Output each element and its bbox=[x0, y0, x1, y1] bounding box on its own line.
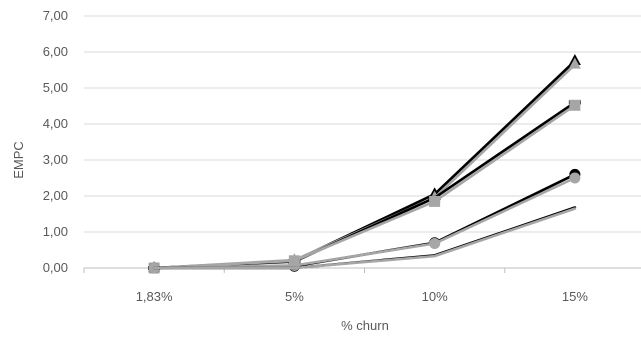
gridlines bbox=[84, 15, 641, 233]
series-7 bbox=[152, 206, 577, 270]
x-tick-label: 1,83% bbox=[136, 289, 173, 304]
series-6 bbox=[152, 176, 577, 270]
y-tick-label: 0,00 bbox=[43, 260, 68, 275]
series-line bbox=[152, 59, 577, 270]
y-tick-label: 1,00 bbox=[43, 224, 68, 239]
y-tick-label: 6,00 bbox=[43, 44, 68, 59]
y-tick-label: 7,00 bbox=[43, 8, 68, 23]
series-line bbox=[152, 103, 577, 270]
series-4 bbox=[152, 103, 577, 270]
tick-labels: 0,00 1,00 2,00 3,00 4,00 5,00 6,00 7,00 1,83% 5% 1… bbox=[43, 8, 589, 304]
y-tick-label: 2,00 bbox=[43, 188, 68, 203]
y-tick-label: 4,00 bbox=[43, 116, 68, 131]
data-point bbox=[429, 238, 441, 250]
x-tick-label: 10% bbox=[422, 289, 448, 304]
series-layer bbox=[148, 54, 581, 274]
series-line bbox=[152, 207, 577, 270]
series-line bbox=[152, 206, 577, 270]
x-tick-label: 5% bbox=[285, 289, 304, 304]
series-line bbox=[152, 63, 577, 270]
data-point bbox=[568, 57, 581, 69]
data-point bbox=[569, 172, 581, 184]
series-8 bbox=[152, 207, 577, 270]
data-point bbox=[288, 259, 300, 271]
series-3 bbox=[152, 101, 577, 270]
data-point bbox=[569, 99, 581, 111]
series-2 bbox=[152, 63, 577, 270]
y-tick-label: 5,00 bbox=[43, 80, 68, 95]
x-tick-label: 15% bbox=[562, 289, 588, 304]
y-tick-label: 3,00 bbox=[43, 152, 68, 167]
series-line bbox=[152, 101, 577, 270]
data-point bbox=[429, 195, 441, 207]
series-1 bbox=[152, 59, 577, 270]
series-line bbox=[152, 176, 577, 270]
y-axis-title: EMPC bbox=[11, 141, 26, 179]
x-axis-title: % churn bbox=[341, 318, 389, 333]
